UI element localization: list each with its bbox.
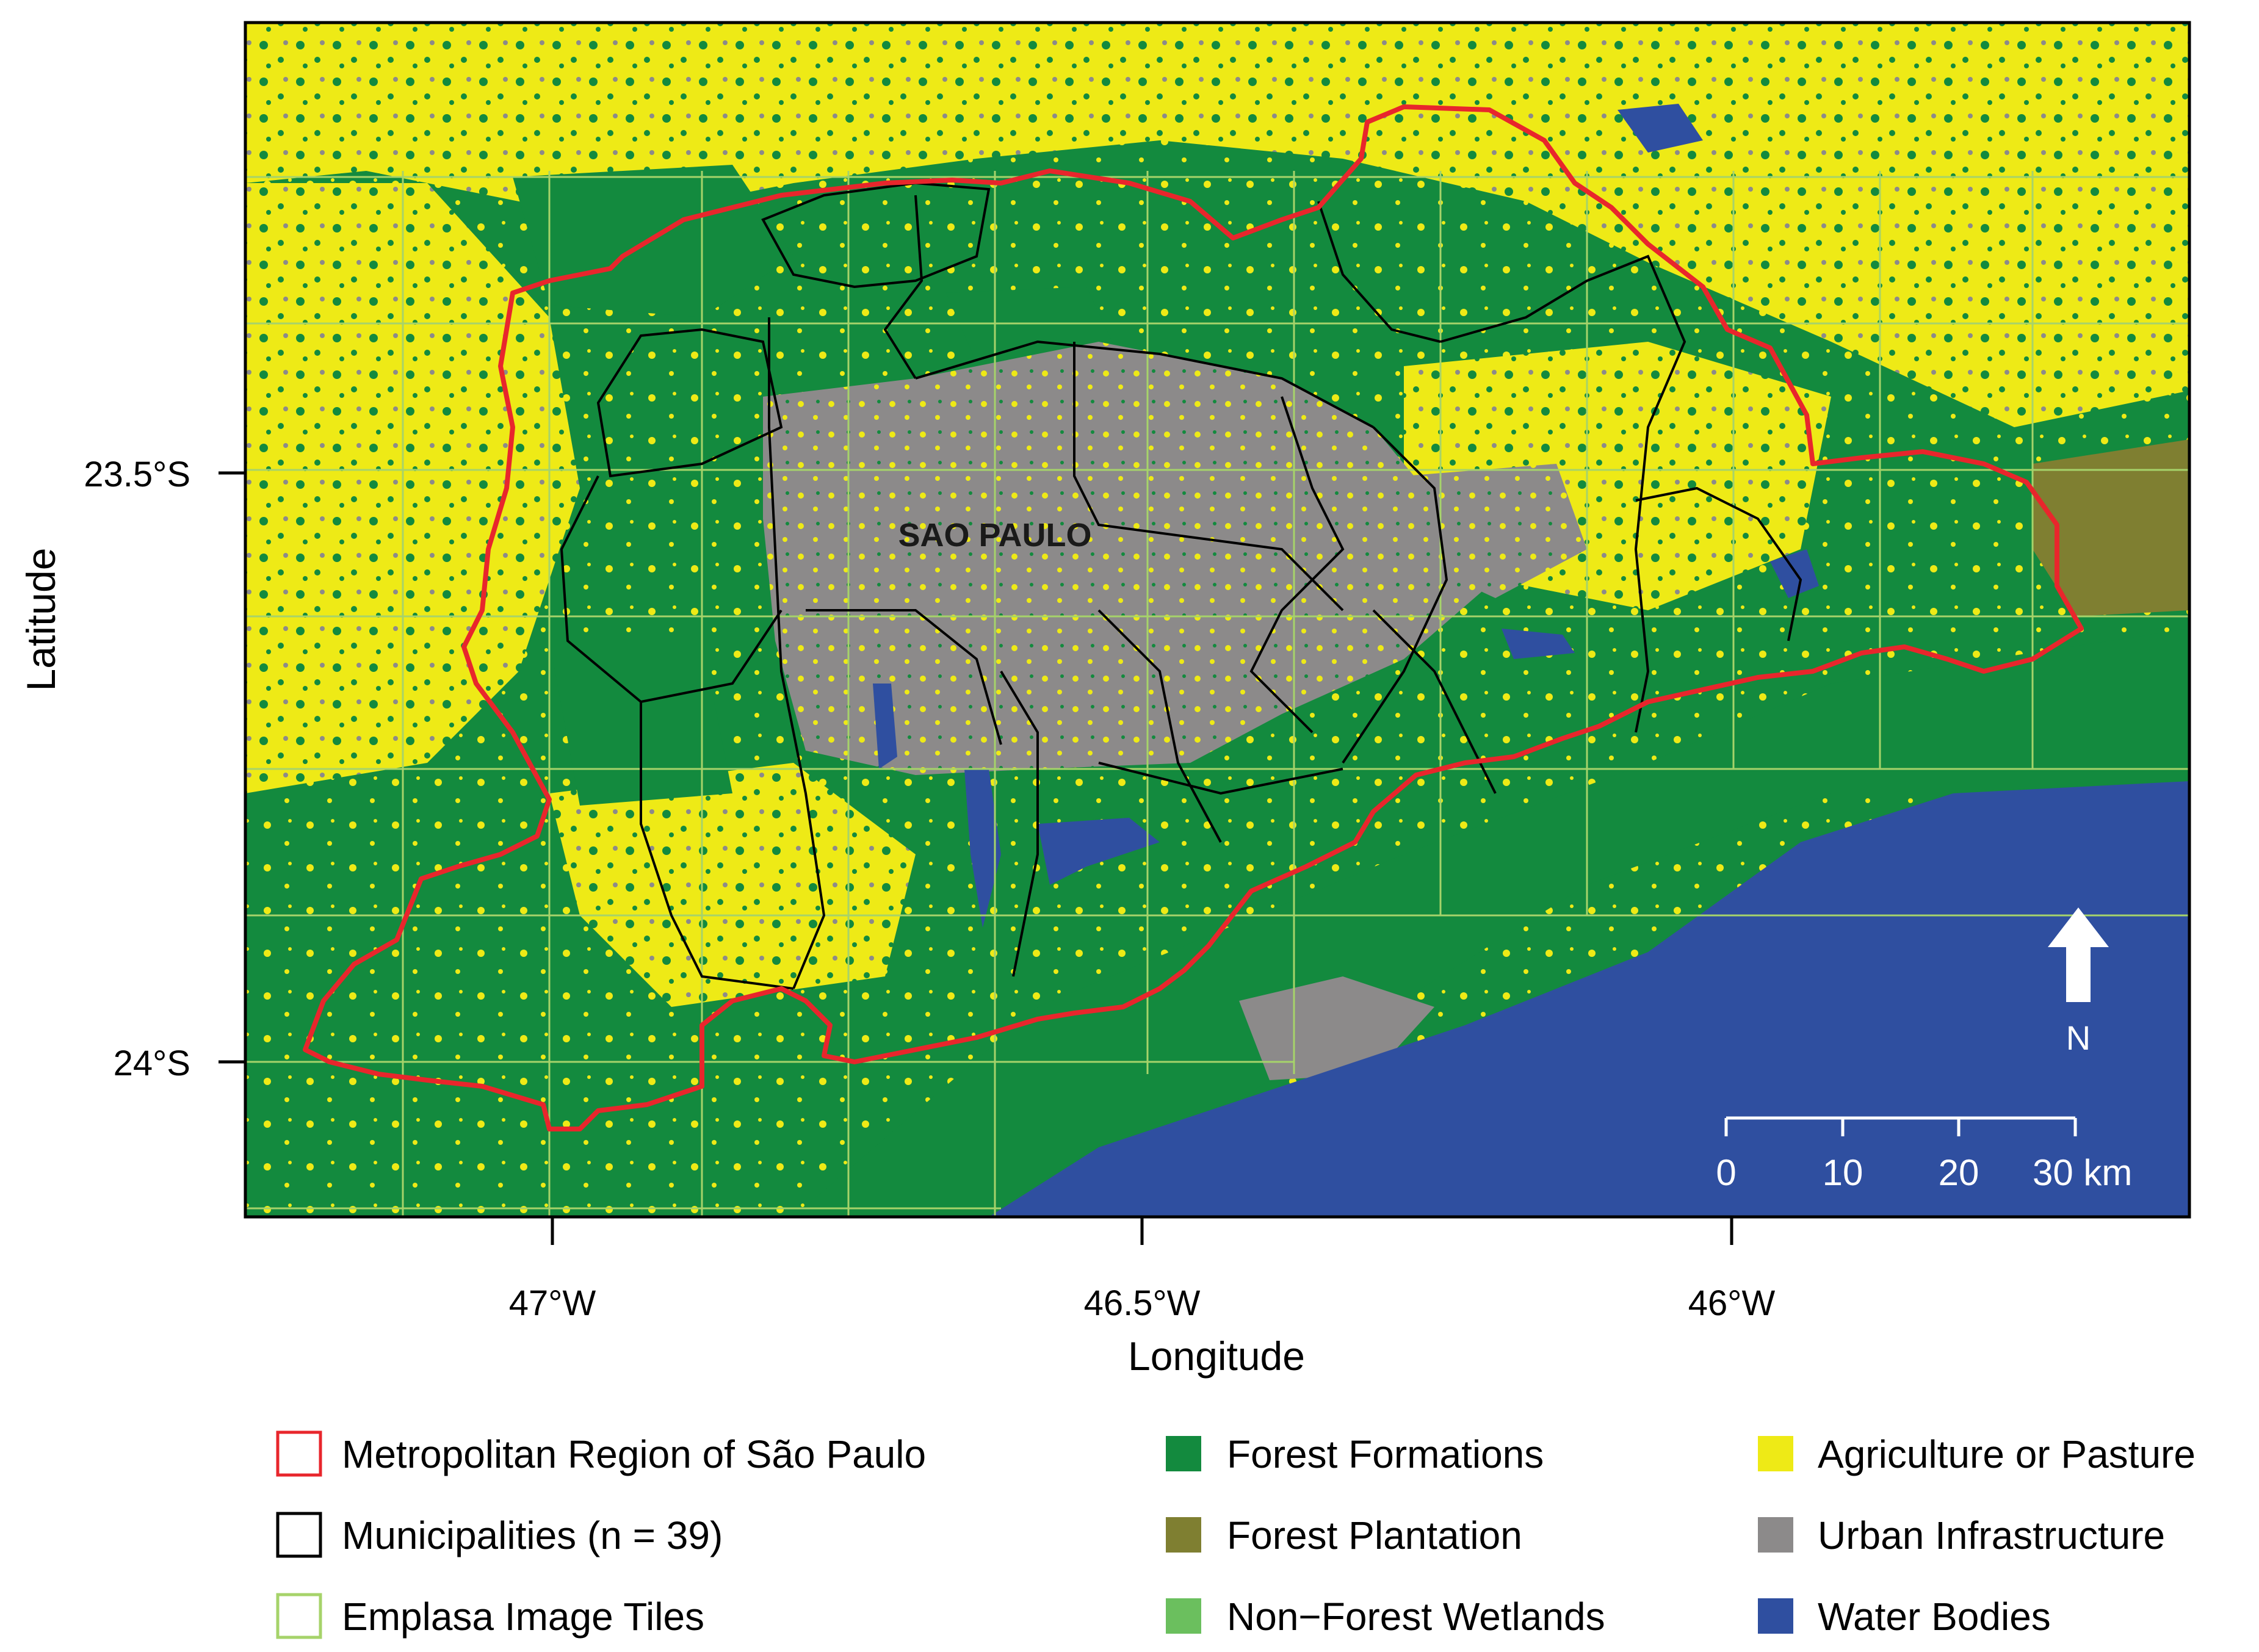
reservoir-northeast [1617, 104, 1703, 153]
urban-east [1404, 464, 1587, 598]
municipality-boundaries [560, 181, 1802, 990]
legend-swatch-municipalities [276, 1512, 322, 1558]
legend-swatch-tiles [276, 1593, 322, 1639]
legend-swatch-forest [1166, 1436, 1201, 1471]
metropolitan-region-boundary [303, 104, 2084, 1131]
reservoir-billings [964, 769, 1001, 928]
scale-bar: 0 10 20 30 km [1716, 1116, 2132, 1193]
forest-patch-west [513, 165, 793, 317]
scale-tick-10: 10 [1823, 1152, 1863, 1193]
y-tick-label-24: 24°S [114, 1044, 190, 1083]
plantation-patch [2033, 439, 2189, 616]
x-axis-label: Longitude [1128, 1333, 1305, 1379]
map-panel: SAO PAULO N 0 10 20 30 km [245, 23, 2189, 1217]
y-axis: 23.5°S 24°S Latitude [18, 455, 245, 1083]
y-tick-label-23-5: 23.5°S [84, 455, 190, 494]
legend-label-forest: Forest Formations [1227, 1432, 1544, 1476]
legend-label-metro: Metropolitan Region of São Paulo [342, 1432, 926, 1476]
legend-label-tiles: Emplasa Image Tiles [342, 1595, 704, 1639]
river-tiete-east [1502, 629, 1575, 659]
legend-label-water: Water Bodies [1818, 1595, 2051, 1639]
x-tick-label-46: 46°W [1688, 1283, 1776, 1323]
reservoir-south [1038, 818, 1160, 885]
legend-label-wetlands: Non−Forest Wetlands [1227, 1595, 1605, 1639]
legend-swatch-plantation [1166, 1517, 1201, 1553]
scale-tick-20: 20 [1939, 1152, 1979, 1193]
map-frame [244, 21, 2191, 1219]
legend-label-municipalities: Municipalities (n = 39) [342, 1513, 723, 1557]
x-tick-label-46-5: 46.5°W [1084, 1283, 1201, 1323]
urban-core [763, 342, 1495, 775]
scale-tick-0: 0 [1716, 1152, 1736, 1193]
north-arrow: N [2048, 907, 2109, 1057]
legend-label-plantation: Forest Plantation [1227, 1513, 1522, 1557]
legend-swatch-metro [276, 1430, 322, 1477]
x-axis: 47°W 46.5°W 46°W Longitude [509, 1217, 1776, 1379]
north-arrow-icon [2048, 907, 2109, 1002]
legend-swatch-agriculture [1758, 1436, 1793, 1471]
legend: Metropolitan Region of São Paulo Municip… [276, 1430, 2196, 1639]
legend-label-urban: Urban Infrastructure [1818, 1513, 2165, 1557]
city-label: SAO PAULO [898, 517, 1091, 554]
emplasa-tile-grid [245, 171, 2189, 1217]
reservoir-guarapiranga [873, 684, 897, 769]
coastal-forest [793, 629, 2189, 1217]
ocean [989, 781, 2189, 1217]
x-tick-label-47: 47°W [509, 1283, 596, 1323]
legend-swatch-wetlands [1166, 1598, 1201, 1634]
scale-tick-30: 30 km [2033, 1152, 2132, 1193]
north-label: N [2066, 1019, 2091, 1057]
legend-swatch-urban [1758, 1517, 1793, 1553]
legend-swatch-water [1758, 1598, 1793, 1634]
agriculture-region-west [245, 183, 580, 793]
reservoir-east [1770, 549, 1819, 598]
legend-label-agriculture: Agriculture or Pasture [1818, 1432, 2196, 1476]
y-axis-label: Latitude [18, 548, 63, 691]
agriculture-region-north [245, 23, 2189, 427]
